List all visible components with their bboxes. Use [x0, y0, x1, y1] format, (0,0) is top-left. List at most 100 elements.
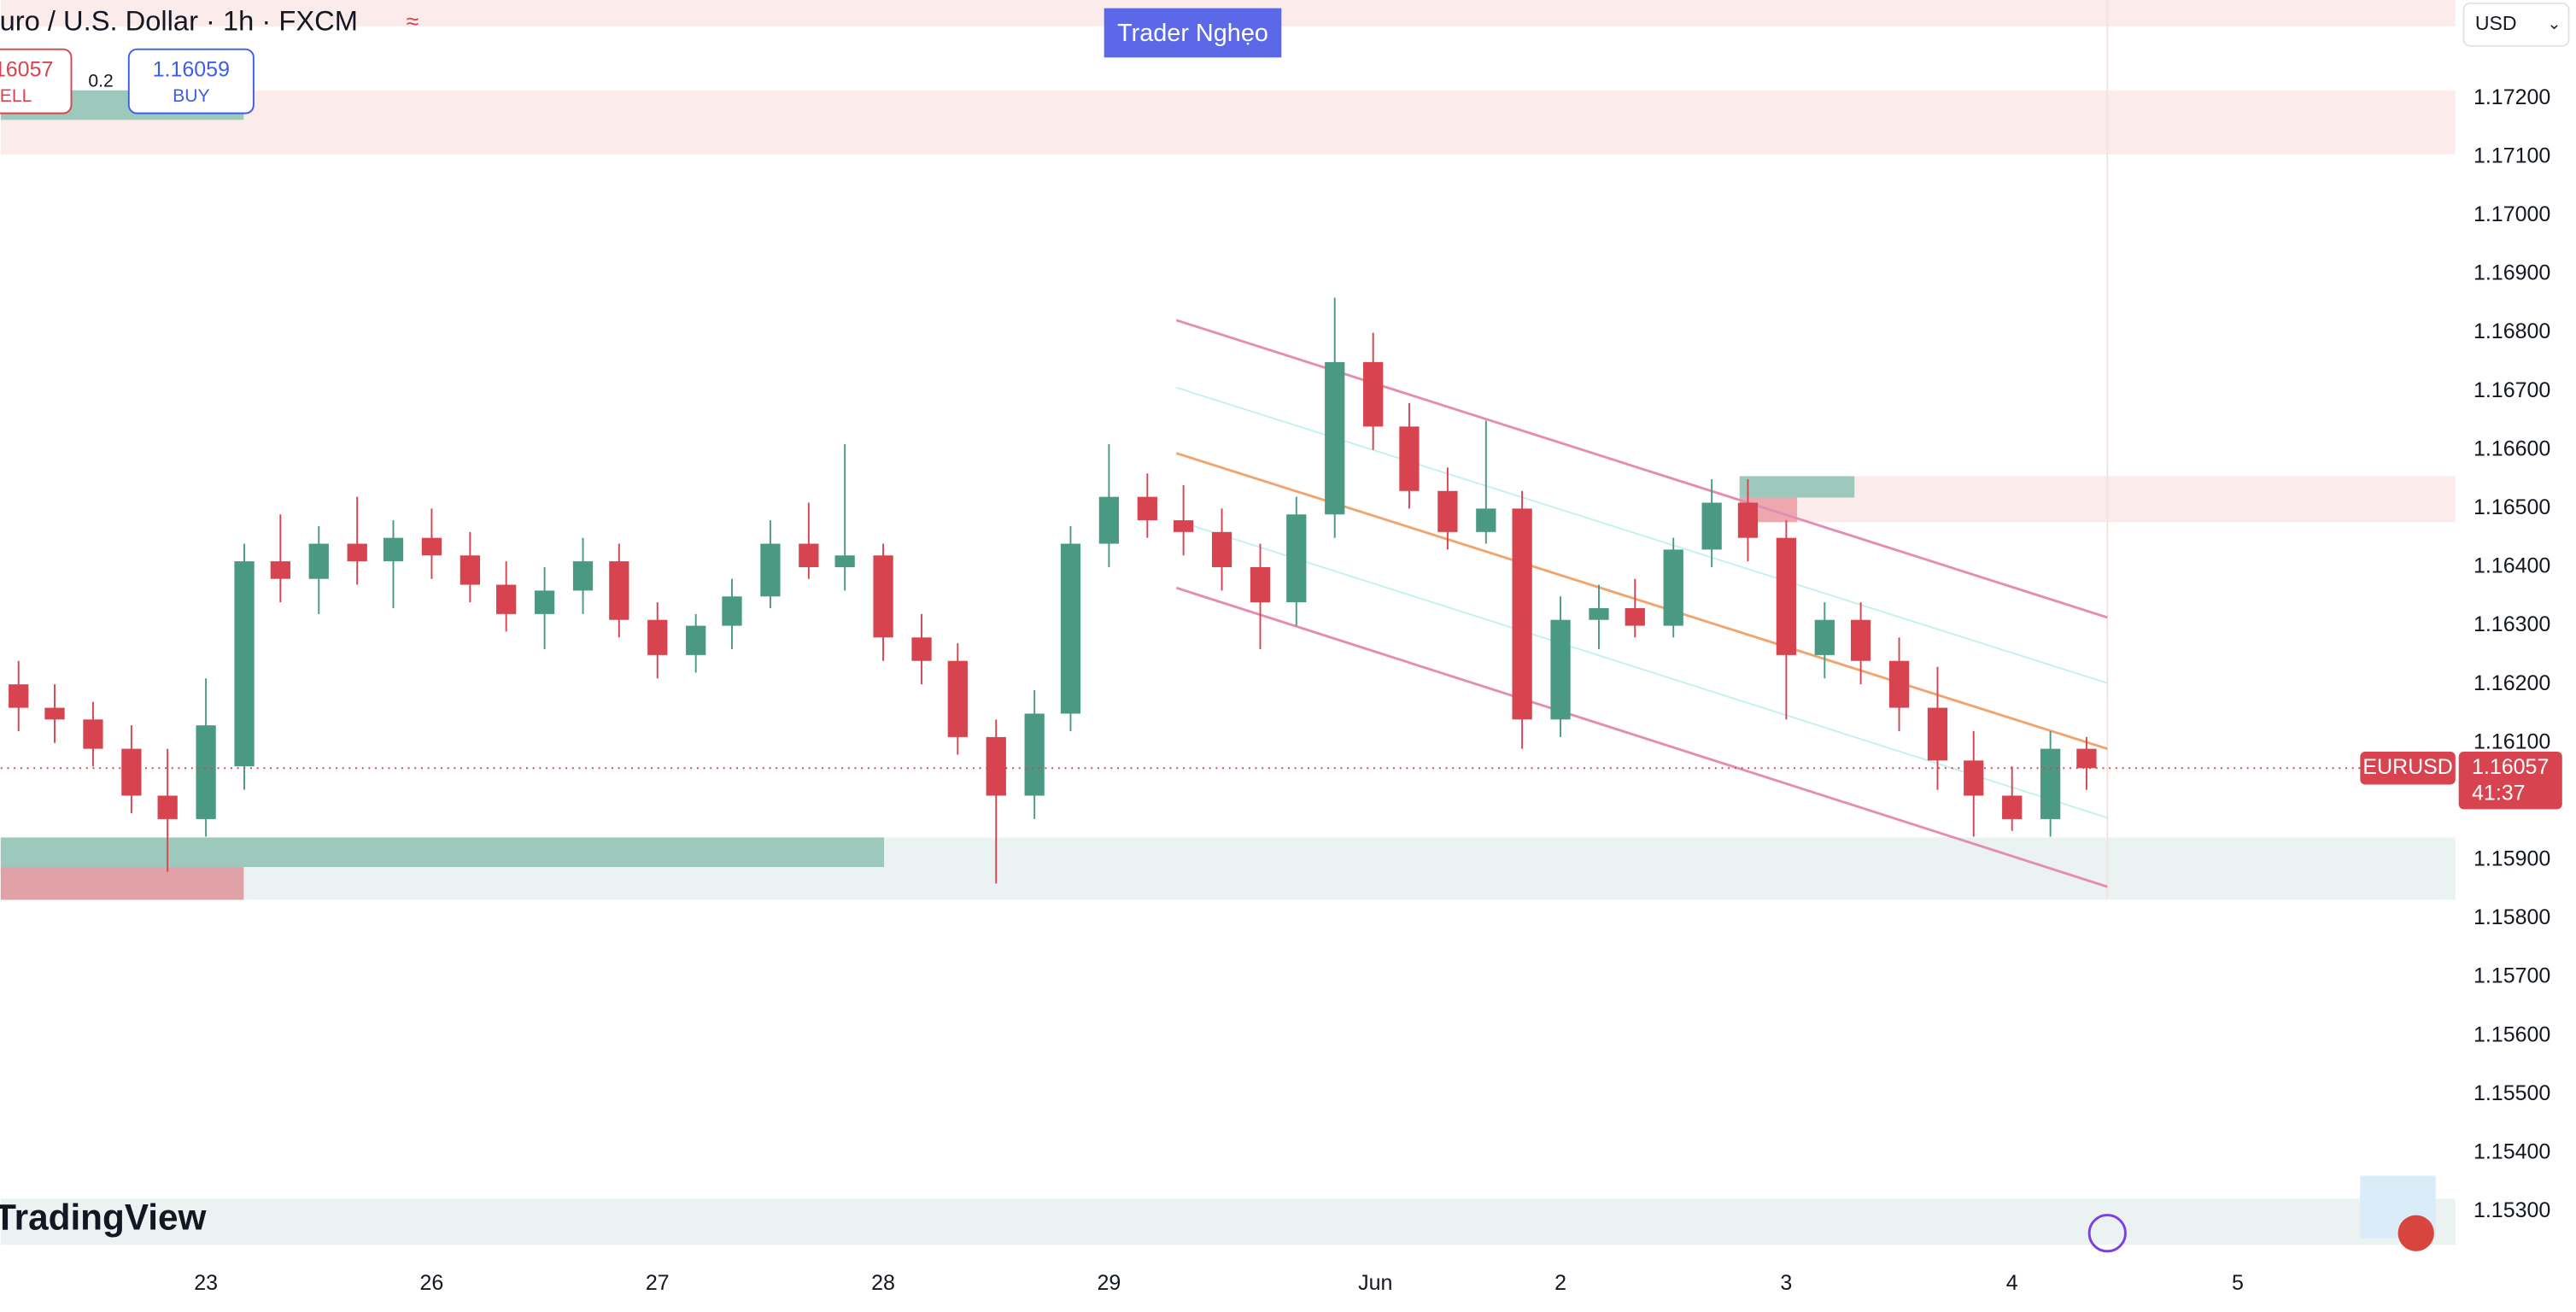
sell-label: SELL [0, 86, 32, 106]
y-tick-label: 1.15700 [2474, 964, 2550, 988]
candle-body [1024, 713, 1045, 796]
buy-button[interactable] [127, 48, 255, 114]
candle-body [1964, 760, 1984, 796]
y-axis: 1.15300 1.15400 1.15500 1.15600 1.15700 1.158… [2474, 85, 2550, 1222]
flag-icon[interactable] [2397, 1215, 2434, 1251]
y-tick-label: 1.16100 [2474, 729, 2550, 753]
price-tag-value: 1.16057 [2472, 755, 2549, 779]
y-tick-label: 1.15500 [2474, 1081, 2550, 1105]
candle-body [647, 619, 668, 655]
candle-body [270, 561, 290, 579]
candle-body [1250, 566, 1271, 603]
y-tick-label: 1.15800 [2474, 905, 2550, 929]
icon[interactable] [2087, 1214, 2127, 1253]
x-tick-label: 29 [1098, 1271, 1121, 1295]
channel-line [1175, 386, 2108, 684]
candle-body [1814, 619, 1835, 655]
candle-body [1098, 496, 1120, 544]
x-tick-label: 27 [646, 1271, 670, 1295]
footer-strip [0, 1198, 2456, 1245]
sell-button[interactable] [0, 48, 73, 114]
candle-body [421, 537, 442, 556]
y-tick-label: 1.16600 [2474, 436, 2550, 460]
y-tick-label: 1.15400 [2474, 1140, 2550, 1164]
indicator: ≈ [407, 9, 419, 34]
candle-body [1888, 660, 1910, 708]
countdown: 41:37 [2472, 782, 2526, 805]
candles [9, 297, 2097, 884]
symbol-tag [2360, 752, 2456, 785]
x-tick-label: 23 [194, 1271, 218, 1295]
candle-body [1173, 520, 1194, 532]
sell-price: 1.16057 [0, 57, 53, 81]
candle-body [383, 537, 404, 562]
candle-body [308, 543, 329, 579]
channel-line [1175, 319, 2108, 619]
candle-body [1850, 619, 1871, 661]
y-tick-label: 1.17000 [2474, 202, 2550, 226]
channel-line [1175, 586, 2108, 888]
candle-body [1776, 537, 1797, 655]
candle-body [9, 684, 29, 708]
price-axis [2455, 0, 2576, 1312]
x-tick-label: 26 [420, 1271, 444, 1295]
y-tick-label: 1.16700 [2474, 378, 2550, 402]
candle-body [834, 555, 855, 567]
candle-body [1137, 496, 1157, 521]
x-tick-label: 5 [2232, 1271, 2244, 1295]
candle-body [1550, 619, 1571, 720]
brand: TradingView [0, 1198, 207, 1238]
channel [1175, 319, 2108, 888]
currency: USD [2475, 12, 2517, 34]
y-tick-label: 1.17100 [2474, 144, 2550, 167]
candle-body [572, 561, 594, 591]
y-tick-label: 1.16300 [2474, 612, 2550, 636]
candle-body [1927, 707, 1948, 761]
zone [1739, 476, 2456, 523]
candle-body [2040, 748, 2061, 819]
candle-body [1060, 543, 1081, 714]
candle-body [1399, 426, 1420, 491]
y-tick-label: 1.16800 [2474, 319, 2550, 343]
dropdown-arrow: ⌄ [2547, 15, 2561, 33]
price-tag-box [2458, 752, 2562, 810]
y-tick-label: 1.15600 [2474, 1022, 2550, 1046]
symbol-label: EURUSD [2362, 755, 2453, 779]
currency-select[interactable] [2462, 2, 2570, 47]
candle-body [2076, 748, 2097, 769]
candle-body [2002, 795, 2023, 819]
candle-body [760, 543, 781, 597]
x-tick-label: 3 [1780, 1271, 1792, 1295]
x-tick-label: 4 [2006, 1271, 2018, 1295]
watermark-box [1104, 8, 1282, 58]
candle-body [1325, 361, 1345, 515]
candle-body [986, 736, 1006, 796]
candle-body [722, 596, 742, 626]
candle-body [911, 637, 932, 661]
y-tick-label: 1.17200 [2474, 85, 2550, 109]
candle-body [1589, 607, 1609, 620]
candle-body [496, 584, 517, 614]
candle-body [121, 748, 142, 796]
candle-body [1663, 549, 1683, 626]
candle-body [609, 561, 629, 620]
candle-body [44, 707, 65, 720]
zone [1739, 476, 1855, 498]
y-tick-label: 1.15300 [2474, 1198, 2550, 1222]
x-tick-label: Jun [1358, 1271, 1392, 1295]
buy-label: BUY [173, 86, 209, 106]
spread: 0.2 [88, 72, 113, 91]
candle-body [1211, 531, 1232, 567]
chart-title: Euro / U.S. Dollar · 1h · FXCM [0, 5, 358, 37]
candle-body [1737, 502, 1759, 538]
y-tick-label: 1.16400 [2474, 554, 2550, 578]
candle-body [1701, 502, 1722, 550]
x-tick-label: 2 [1554, 1271, 1566, 1295]
price-tag: EURUSD 1.16057 41:37 [0, 752, 2562, 810]
x-axis: 23 26 27 28 29 Jun 2 3 4 5 [194, 1271, 2244, 1295]
buy-price: 1.16059 [153, 57, 230, 81]
candle-body [873, 555, 893, 638]
candle-body [83, 719, 103, 749]
candle-body [1363, 361, 1384, 427]
